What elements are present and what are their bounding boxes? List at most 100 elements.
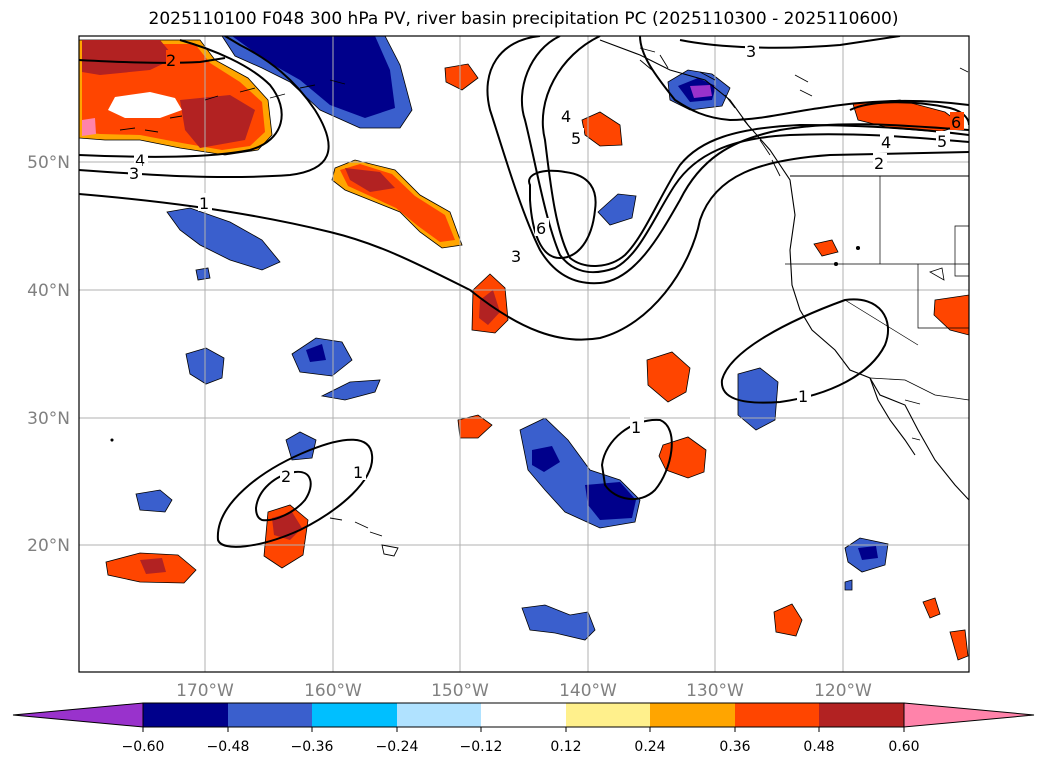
pv-contour-3-east (486, 36, 969, 285)
pv-contour-1-east (720, 298, 890, 404)
pos-area-nw-core (82, 40, 175, 75)
colorbar-bin-1 (228, 703, 312, 727)
colorbar-bin-5 (566, 703, 650, 727)
pos-area-15 (922, 597, 941, 619)
colorbar-tick-label: −0.24 (376, 739, 419, 755)
contour-label-1-south: 1 (631, 418, 641, 437)
pv-contour-6-center (528, 169, 597, 260)
neg-area-i (737, 367, 779, 431)
pos-area-nw-core2 (180, 95, 255, 148)
neg-area-j (135, 489, 173, 513)
colorbar-bin-0 (143, 703, 228, 727)
contour-label-3-west: 3 (129, 164, 139, 183)
contour-label-3-north: 3 (746, 42, 756, 61)
contour-label-4-west: 4 (135, 151, 145, 170)
pv-contour-4-west (79, 39, 283, 158)
contour-label-1-southwest: 1 (353, 463, 363, 482)
us-mexico-border (869, 377, 969, 401)
coastlines (110, 39, 969, 557)
contour-label-4-east: 4 (881, 133, 891, 152)
contour-label-5-east: 5 (937, 132, 947, 151)
colorbar-tick-label: 0.36 (719, 739, 750, 755)
colorbar-bin-7 (735, 703, 819, 727)
neg-area-l-core (858, 546, 878, 560)
pv-contour-6-east (849, 101, 969, 126)
pos-area-5 (646, 351, 691, 403)
map-title: 2025110100 F048 300 hPa PV, river basin … (148, 9, 899, 29)
lon-label-160w: 160°W (304, 681, 362, 701)
colorbar-tick-label: 0.24 (634, 739, 665, 755)
colorbar-outline (142, 702, 905, 728)
pos-area-2 (444, 63, 479, 91)
map-frame (78, 35, 970, 673)
contour-label-2-nw: 2 (166, 51, 176, 70)
pos-area-3 (581, 111, 623, 147)
neg-area-nw-core (232, 36, 395, 118)
neg-area-d-core (306, 344, 326, 362)
neg-area-k (521, 604, 596, 641)
contour-labels: 2 4 3 1 3 4 5 6 3 4 5 2 6 1 1 2 1 (128, 41, 964, 486)
colorbar-under-extension (12, 702, 144, 728)
state-borders (785, 176, 969, 346)
contour-label-3-center: 3 (511, 247, 521, 266)
lon-label-150w: 150°W (431, 681, 489, 701)
pv-contour-1-west (79, 151, 969, 341)
neg-area-b (195, 267, 211, 281)
pv-contour-5-east (541, 36, 969, 267)
pos-area-9-core (140, 558, 166, 574)
contour-label-5-center: 5 (571, 129, 581, 148)
pv-contour-1-southwest (216, 438, 374, 548)
pos-area-nw-pink (82, 118, 96, 136)
alaska-panhandle-islands (639, 47, 969, 177)
latitude-labels: 50°N 40°N 30°N 20°N (27, 153, 70, 556)
pv-contour-2-east (639, 36, 969, 122)
pos-area-11 (933, 294, 969, 336)
lon-label-130w: 130°W (686, 681, 744, 701)
contour-label-1-west: 1 (199, 194, 209, 213)
lat-label-30n: 30°N (27, 409, 70, 429)
colorbar-bin-4 (481, 703, 566, 727)
lat-label-40n: 40°N (27, 281, 70, 301)
map-panel: 2 4 3 1 3 4 5 6 3 4 5 2 6 1 1 2 1 (79, 36, 969, 672)
neg-area-m (844, 579, 853, 591)
colorbar-ticks (142, 727, 905, 732)
neg-area-g-core2 (532, 446, 560, 472)
colorbar-bin-3 (397, 703, 481, 727)
colorbar-over-extension (903, 702, 1035, 728)
pv-contour-1-south (600, 418, 673, 501)
colorbar-tick-label: −0.36 (291, 739, 334, 755)
channel-islands (904, 267, 945, 441)
pos-area-nw-hole (108, 92, 182, 118)
baja-california (869, 377, 916, 456)
colorbar-bin-2 (312, 703, 397, 727)
hawaiian-islands (329, 517, 399, 557)
graticule (79, 36, 969, 672)
contour-label-2-southwest: 2 (281, 467, 291, 486)
lon-label-140w: 140°W (559, 681, 617, 701)
contour-label-1-east: 1 (798, 387, 808, 406)
contour-label-6-center: 6 (536, 219, 546, 238)
longitude-labels: 170°W 160°W 150°W 140°W 130°W 120°W (176, 681, 872, 701)
contour-label-2-east: 2 (874, 154, 884, 173)
pos-area-12 (773, 603, 803, 637)
colorbar-bin-8 (819, 703, 904, 727)
lat-label-20n: 20°N (27, 536, 70, 556)
colorbar-tick-labels: −0.60 −0.48 −0.36 −0.24 −0.12 0.12 0.24 … (122, 739, 920, 755)
pos-area-1-core (345, 168, 395, 192)
pv-contour-2-nw (79, 57, 226, 64)
colorbar-tick-label: −0.48 (207, 739, 250, 755)
colorbar-tick-label: 0.12 (550, 739, 581, 755)
colorbar-tick-label: 0.60 (888, 739, 919, 755)
contour-label-4-center: 4 (561, 107, 571, 126)
colorbar-tick-label: −0.60 (122, 739, 165, 755)
contour-label-6-east: 6 (951, 113, 961, 132)
neg-area-g-core (585, 482, 636, 520)
colorbar-bin-6 (650, 703, 735, 727)
colorbar-tick-label: 0.48 (803, 739, 834, 755)
lat-label-50n: 50°N (27, 153, 70, 173)
colorbar-tick-label: −0.12 (460, 739, 503, 755)
pv-contour-2-southwest (254, 470, 312, 522)
neg-area-e (320, 379, 381, 401)
north-america-coast (599, 39, 969, 501)
